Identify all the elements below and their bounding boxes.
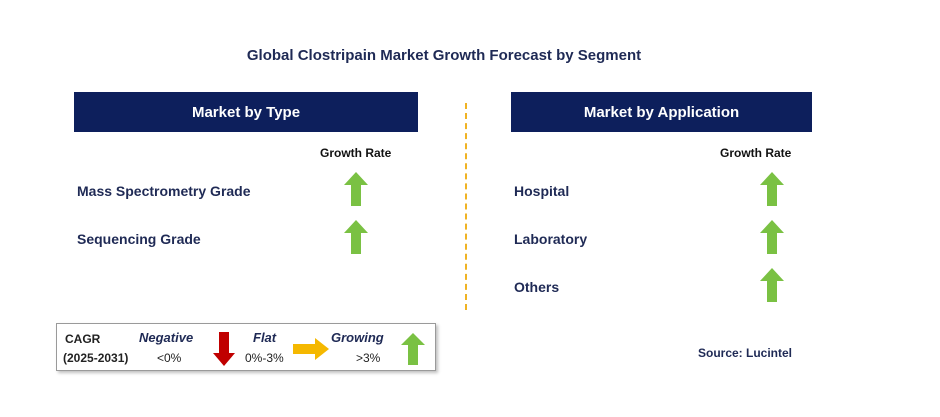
panel-divider [465, 103, 467, 310]
arrow-up-icon [401, 333, 425, 365]
growth-up-arrow-icon [344, 172, 368, 206]
legend-growing-label: Growing [331, 330, 384, 345]
application-item-label: Hospital [514, 183, 570, 199]
growth-up-arrow-icon [344, 220, 368, 254]
legend-growing-range: >3% [356, 351, 381, 365]
cagr-legend: CAGR (2025-2031) Negative <0% Flat 0%-3%… [56, 323, 436, 371]
legend-negative-label: Negative [139, 330, 194, 345]
growth-up-arrow-icon [760, 172, 784, 206]
application-item-label: Others [514, 279, 560, 295]
application-growth-rate-label: Growth Rate [720, 146, 792, 160]
growth-up-arrow-icon [760, 220, 784, 254]
legend-flat-label: Flat [253, 330, 277, 345]
type-item-label: Mass Spectrometry Grade [77, 183, 251, 199]
type-growth-rate-label: Growth Rate [320, 146, 392, 160]
source-label: Source: Lucintel [698, 346, 793, 360]
arrow-down-icon [213, 332, 235, 366]
arrow-right-icon [293, 338, 329, 360]
type-panel-header: Market by Type [74, 92, 418, 132]
application-item-label: Laboratory [514, 231, 588, 247]
legend-flat-range: 0%-3% [245, 351, 284, 365]
application-panel-header: Market by Application [511, 92, 812, 132]
chart-title: Global Clostripain Market Growth Forecas… [246, 47, 642, 64]
legend-cagr-label: CAGR [65, 332, 101, 346]
type-item-label: Sequencing Grade [77, 231, 201, 247]
legend-period: (2025-2031) [63, 351, 129, 365]
legend-negative-range: <0% [157, 351, 182, 365]
growth-up-arrow-icon [760, 268, 784, 302]
